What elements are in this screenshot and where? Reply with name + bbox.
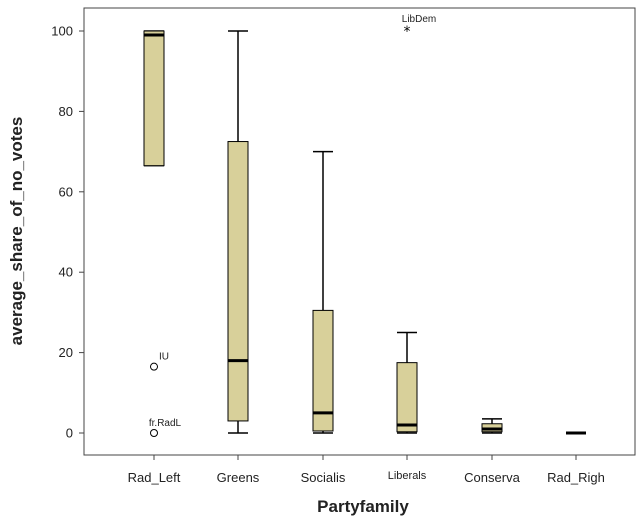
box-body	[312, 309, 334, 432]
y-tick-label-0: 0	[66, 426, 73, 441]
x-tick-label-Liberals: Liberals	[388, 470, 427, 482]
outlier-circle-marker	[150, 429, 158, 437]
y-tick-label-80: 80	[59, 104, 73, 119]
box-Conserva	[481, 418, 503, 434]
box-body	[396, 362, 418, 433]
outlier-label: IU	[159, 352, 169, 363]
x-tick-label-Rad_Left: Rad_Left	[128, 470, 181, 485]
plot-frame	[83, 7, 636, 456]
outliers-layer: IU fr.RadL *LibDem	[149, 14, 436, 437]
x-tick-label-Socialis: Socialis	[301, 470, 346, 485]
y-tick-label-40: 40	[59, 265, 73, 280]
boxes-layer	[143, 30, 586, 435]
y-tick-label-60: 60	[59, 184, 73, 199]
y-axis: 0 20 40 60 80 100	[51, 24, 84, 441]
x-axis: Rad_Left Greens Socialis Liberals Conserva Ra…	[128, 455, 605, 485]
outlier-LibDem: *LibDem	[402, 14, 436, 40]
x-tick-label-Greens: Greens	[217, 470, 260, 485]
outlier-circle-marker	[150, 362, 158, 371]
box-Rad_Left	[143, 30, 165, 167]
outlier-star-marker: *	[404, 24, 411, 40]
outlier-IU: IU	[150, 352, 169, 371]
y-tick-label-20: 20	[59, 345, 73, 360]
box-Greens	[227, 30, 249, 434]
box-Liberals	[396, 331, 418, 434]
box-Socialis	[312, 150, 334, 434]
x-axis-title: Partyfamily	[317, 497, 409, 516]
box-body	[227, 141, 249, 422]
outlier-label: LibDem	[402, 14, 436, 25]
x-tick-label-Rad_Righ: Rad_Righ	[547, 470, 605, 485]
y-axis-title: average_share_of_no_votes	[7, 117, 26, 346]
box-body	[143, 30, 165, 167]
y-tick-label-100: 100	[51, 24, 73, 39]
x-tick-label-Conserva: Conserva	[464, 470, 520, 485]
outlier-fr.RadL: fr.RadL	[149, 418, 182, 437]
outlier-label: fr.RadL	[149, 418, 182, 429]
